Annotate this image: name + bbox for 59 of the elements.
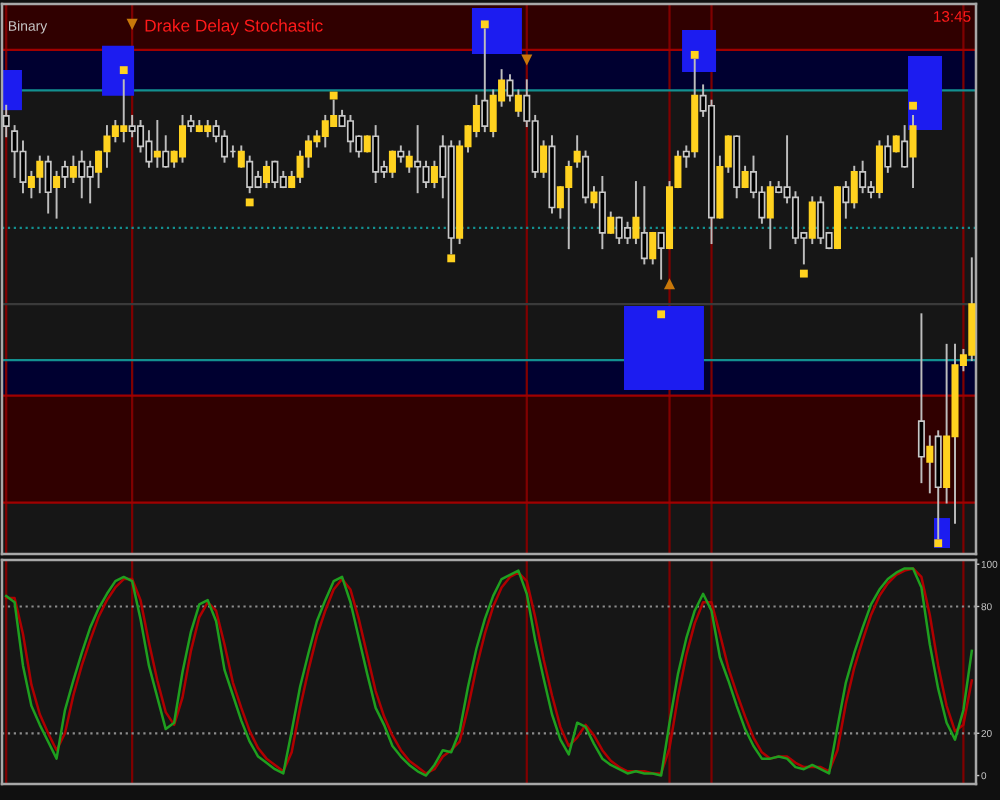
candlestick [414, 125, 422, 194]
candlestick [346, 114, 354, 153]
candlestick [615, 216, 623, 245]
candlestick [321, 114, 329, 148]
candlestick [649, 231, 657, 265]
candlestick [598, 175, 606, 250]
point [909, 101, 917, 110]
candlestick [808, 196, 816, 245]
candlestick [405, 150, 413, 173]
candlestick [657, 231, 665, 280]
candlestick [582, 150, 590, 204]
candlestick [262, 160, 271, 189]
candlestick [917, 313, 925, 484]
candlestick [246, 155, 254, 194]
point [657, 310, 666, 319]
chart-title: Drake Delay Stochastic [145, 19, 323, 36]
candlestick [565, 160, 573, 250]
point [934, 539, 943, 548]
point [690, 50, 699, 59]
candlestick [36, 155, 44, 194]
point [329, 91, 338, 100]
point [447, 254, 456, 263]
candlestick [791, 191, 799, 245]
candlestick [162, 135, 170, 168]
candlestick [640, 186, 648, 265]
point [521, 54, 533, 66]
candlestick [624, 221, 632, 245]
candlestick [817, 196, 825, 245]
candlestick [766, 181, 774, 250]
candlestick [120, 79, 128, 143]
candlestick [875, 140, 883, 199]
candlestick [901, 125, 909, 168]
candlestick [2, 104, 10, 138]
candlestick [271, 160, 279, 189]
point [480, 20, 489, 29]
candlestick [682, 145, 690, 168]
candlestick [69, 155, 77, 184]
point [663, 278, 676, 290]
point [119, 66, 128, 75]
candlestick [884, 135, 892, 173]
candlestick [220, 130, 229, 163]
candlestick [909, 114, 917, 189]
candlestick [842, 181, 850, 219]
candlestick [78, 150, 86, 199]
point [799, 269, 808, 278]
point [245, 198, 254, 207]
candlestick [179, 114, 187, 163]
candlestick [86, 160, 94, 204]
candlestick [850, 165, 858, 209]
candlestick [103, 125, 111, 168]
point [126, 18, 138, 30]
candlestick [11, 125, 19, 178]
candlestick [422, 160, 430, 189]
candlestick [388, 150, 396, 178]
candlestick [153, 120, 161, 168]
candlestick [44, 155, 52, 214]
candlestick [481, 28, 489, 133]
candlestick [859, 160, 867, 194]
candlestick [372, 125, 380, 184]
